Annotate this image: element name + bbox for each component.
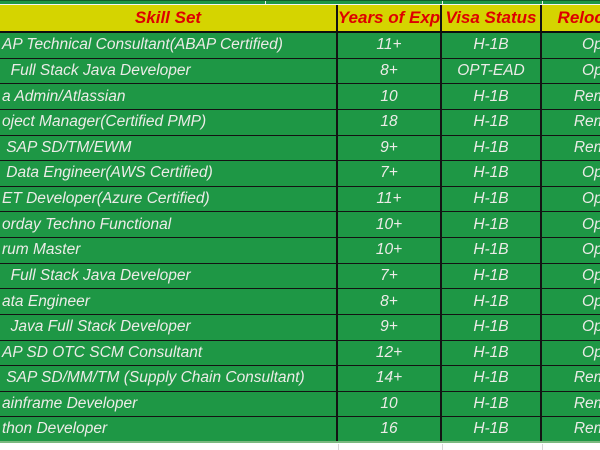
header-years-of-exp[interactable]: Years of Exp xyxy=(338,5,442,31)
bottom-sheet-area xyxy=(0,443,600,450)
header-visa-status[interactable]: Visa Status xyxy=(442,5,542,31)
table-header-row: Skill Set Years of Exp Visa Status Reloc… xyxy=(0,5,600,33)
table-row: SAP SD/TM/EWM 9+ H-1B Remote xyxy=(0,135,600,162)
table-row: ET Developer(Azure Certified) 11+ H-1B O… xyxy=(0,186,600,213)
skill-cell[interactable]: ainframe Developer xyxy=(0,391,338,417)
years-cell[interactable]: 10 xyxy=(338,391,442,417)
years-cell[interactable]: 18 xyxy=(338,109,442,135)
reloc-cell[interactable]: Remote xyxy=(542,84,600,109)
skill-cell[interactable]: ata Engineer xyxy=(0,289,338,314)
reloc-cell[interactable]: Open xyxy=(542,289,600,314)
visa-cell[interactable]: H-1B xyxy=(442,212,542,237)
years-cell[interactable]: 10+ xyxy=(338,212,442,237)
sheet-gridline xyxy=(442,1,443,4)
reloc-cell[interactable]: Open xyxy=(542,238,600,263)
table-row: Data Engineer(AWS Certified) 7+ H-1B Ope… xyxy=(0,161,600,187)
years-cell[interactable]: 12+ xyxy=(338,340,442,366)
skill-cell[interactable]: thon Developer xyxy=(0,417,338,441)
skill-cell[interactable]: rum Master xyxy=(0,238,338,263)
reloc-cell[interactable]: Remote xyxy=(542,417,600,441)
sheet-gridline xyxy=(338,444,339,450)
years-cell[interactable]: 7+ xyxy=(338,263,442,289)
skill-cell[interactable]: Java Full Stack Developer xyxy=(0,314,338,340)
visa-cell[interactable]: H-1B xyxy=(442,109,542,135)
table-row: orday Techno Functional 10+ H-1B Open xyxy=(0,212,600,238)
reloc-cell[interactable]: Open xyxy=(542,340,600,366)
visa-cell[interactable]: H-1B xyxy=(442,135,542,161)
years-cell[interactable]: 9+ xyxy=(338,314,442,340)
skill-cell[interactable]: SAP SD/MM/TM (Supply Chain Consultant) xyxy=(0,366,338,391)
years-cell[interactable]: 8+ xyxy=(338,58,442,84)
header-relocation[interactable]: Relocation xyxy=(542,5,600,31)
reloc-cell[interactable]: Open xyxy=(542,161,600,186)
reloc-cell[interactable]: Open xyxy=(542,263,600,289)
reloc-cell[interactable]: Open xyxy=(542,212,600,237)
table-row: ata Engineer 8+ H-1B Open xyxy=(0,289,600,315)
visa-cell[interactable]: H-1B xyxy=(442,33,542,58)
years-cell[interactable]: 11+ xyxy=(338,186,442,212)
table-row: Full Stack Java Developer 8+ OPT-EAD Ope… xyxy=(0,58,600,85)
skill-cell[interactable]: SAP SD/TM/EWM xyxy=(0,135,338,161)
skill-cell[interactable]: ET Developer(Azure Certified) xyxy=(0,186,338,212)
skill-cell[interactable]: AP SD OTC SCM Consultant xyxy=(0,340,338,366)
visa-cell[interactable]: H-1B xyxy=(442,314,542,340)
skill-cell[interactable]: Full Stack Java Developer xyxy=(0,263,338,289)
top-partial-row xyxy=(0,0,600,5)
visa-cell[interactable]: H-1B xyxy=(442,391,542,417)
reloc-cell[interactable]: Remote xyxy=(542,366,600,391)
years-cell[interactable]: 10+ xyxy=(338,238,442,263)
reloc-cell[interactable]: Remote xyxy=(542,391,600,417)
years-cell[interactable]: 9+ xyxy=(338,135,442,161)
skill-cell[interactable]: oject Manager(Certified PMP) xyxy=(0,109,338,135)
sheet-gridline xyxy=(442,444,443,450)
visa-cell[interactable]: H-1B xyxy=(442,263,542,289)
visa-cell[interactable]: OPT-EAD xyxy=(442,58,542,84)
years-cell[interactable]: 10 xyxy=(338,84,442,109)
reloc-cell[interactable]: Open xyxy=(542,33,600,58)
skill-cell[interactable]: Data Engineer(AWS Certified) xyxy=(0,161,338,186)
skill-cell[interactable]: AP Technical Consultant(ABAP Certified) xyxy=(0,33,338,58)
table-row: ainframe Developer 10 H-1B Remote xyxy=(0,391,600,418)
years-cell[interactable]: 8+ xyxy=(338,289,442,314)
header-skill-set[interactable]: Skill Set xyxy=(0,5,338,31)
sheet-gridline xyxy=(542,444,543,450)
visa-cell[interactable]: H-1B xyxy=(442,238,542,263)
skill-cell[interactable]: Full Stack Java Developer xyxy=(0,58,338,84)
sheet-gridline xyxy=(265,1,266,4)
table-row: a Admin/Atlassian 10 H-1B Remote xyxy=(0,84,600,110)
skill-cell[interactable]: orday Techno Functional xyxy=(0,212,338,237)
sheet-gridline xyxy=(542,1,543,4)
table-row: Java Full Stack Developer 9+ H-1B Open xyxy=(0,314,600,341)
visa-cell[interactable]: H-1B xyxy=(442,366,542,391)
reloc-cell[interactable]: Open xyxy=(542,314,600,340)
table-row: Full Stack Java Developer 7+ H-1B Open xyxy=(0,263,600,290)
reloc-cell[interactable]: Open xyxy=(542,186,600,212)
table-row: rum Master 10+ H-1B Open xyxy=(0,238,600,264)
visa-cell[interactable]: H-1B xyxy=(442,340,542,366)
visa-cell[interactable]: H-1B xyxy=(442,417,542,441)
visa-cell[interactable]: H-1B xyxy=(442,161,542,186)
table-body: AP Technical Consultant(ABAP Certified) … xyxy=(0,33,600,443)
skill-cell[interactable]: a Admin/Atlassian xyxy=(0,84,338,109)
reloc-cell[interactable]: Remote xyxy=(542,109,600,135)
reloc-cell[interactable]: Open xyxy=(542,58,600,84)
visa-cell[interactable]: H-1B xyxy=(442,289,542,314)
table-row: AP SD OTC SCM Consultant 12+ H-1B Open xyxy=(0,340,600,367)
visa-cell[interactable]: H-1B xyxy=(442,84,542,109)
visa-cell[interactable]: H-1B xyxy=(442,186,542,212)
years-cell[interactable]: 11+ xyxy=(338,33,442,58)
table-row: SAP SD/MM/TM (Supply Chain Consultant) 1… xyxy=(0,366,600,392)
table-row: oject Manager(Certified PMP) 18 H-1B Rem… xyxy=(0,109,600,136)
years-cell[interactable]: 14+ xyxy=(338,366,442,391)
years-cell[interactable]: 7+ xyxy=(338,161,442,186)
table-row: AP Technical Consultant(ABAP Certified) … xyxy=(0,33,600,59)
years-cell[interactable]: 16 xyxy=(338,417,442,441)
reloc-cell[interactable]: Remote xyxy=(542,135,600,161)
table-row: thon Developer 16 H-1B Remote xyxy=(0,417,600,443)
